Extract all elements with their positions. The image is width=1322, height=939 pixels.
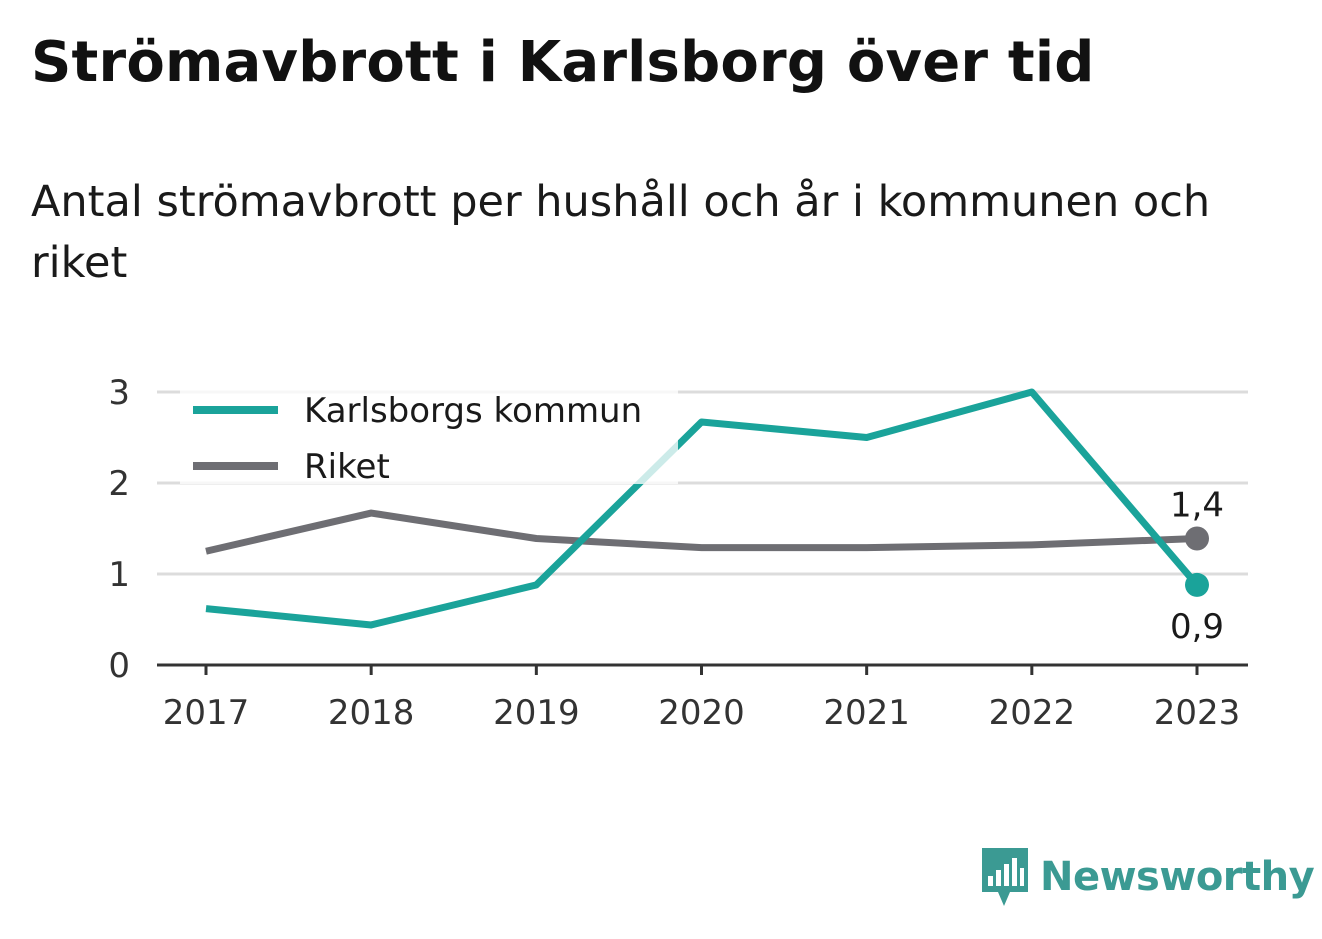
x-tick-label-2017: 2017 <box>163 693 250 733</box>
x-tick-label-2018: 2018 <box>328 693 415 733</box>
series-line-riket <box>205 509 1198 555</box>
end-label-riket: 1,4 <box>1170 486 1224 526</box>
x-tick-label-2022: 2022 <box>989 693 1076 733</box>
y-tick-label-0: 0 <box>108 646 130 686</box>
legend-label-0: Karlsborgs kommun <box>304 391 642 431</box>
brand-logo: Newsworthy <box>980 846 1315 908</box>
y-tick-label-2: 2 <box>108 464 130 504</box>
brand-name: Newsworthy <box>1040 854 1315 900</box>
end-point-riket <box>1185 526 1209 551</box>
end-label-karlsborgs-kommun: 0,9 <box>1170 607 1224 647</box>
y-tick-label-1: 1 <box>108 555 130 595</box>
x-tick-label-2021: 2021 <box>823 693 910 733</box>
legend: Karlsborgs kommun Riket <box>180 388 678 487</box>
x-tick-label-2023: 2023 <box>1154 693 1241 733</box>
end-labels: 0,9 1,4 <box>1170 486 1224 647</box>
x-tick-label-2019: 2019 <box>493 693 580 733</box>
axes: 0 1 2 3 2017 2018 2019 2020 2021 2022 2023 <box>108 373 1248 733</box>
bar-chart-speech-bubble-icon <box>982 848 1028 906</box>
chart-subtitle: Antal strömavbrott per hushåll och år i … <box>31 177 1211 288</box>
series-line-karlsborgs-kommun <box>205 388 1200 629</box>
series <box>205 388 1209 629</box>
chart-title: Strömavbrott i Karlsborg över tid <box>31 30 1095 95</box>
legend-label-1: Riket <box>304 447 390 487</box>
end-point-karlsborgs-kommun <box>1185 572 1209 597</box>
y-tick-label-3: 3 <box>108 373 130 413</box>
x-tick-label-2020: 2020 <box>658 693 745 733</box>
